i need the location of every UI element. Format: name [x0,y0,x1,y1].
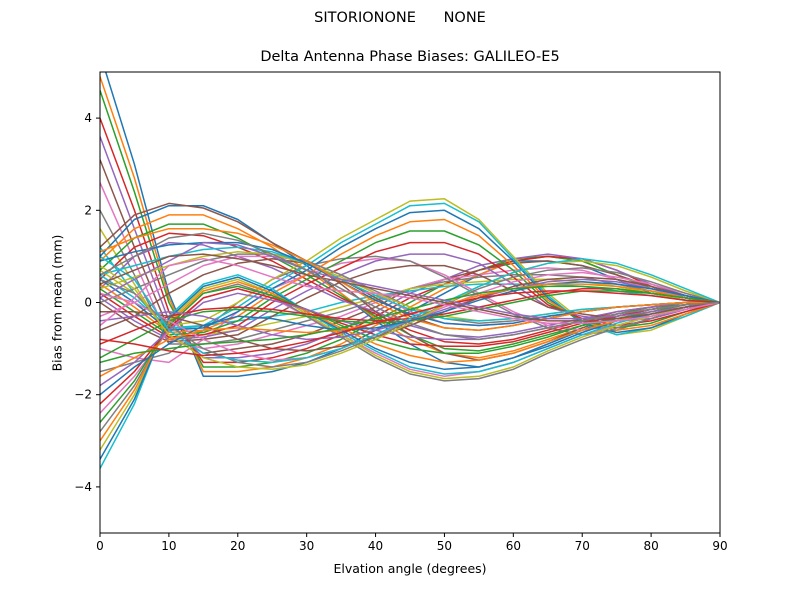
y-tick-label: 0 [84,296,92,310]
y-tick-label: −2 [74,388,92,402]
y-tick-label: 2 [84,203,92,217]
series-line-30 [100,274,720,469]
series-line-29 [100,278,720,451]
y-tick-label: 4 [84,111,92,125]
series-line-56 [100,253,720,322]
series-line-51 [100,281,720,396]
y-tick-label: −4 [74,480,92,494]
series-line-53 [100,285,720,364]
series-line-50 [100,255,720,364]
x-tick-label: 30 [299,539,314,553]
chart-title: Delta Antenna Phase Biases: GALILEO-E5 [260,49,560,65]
series-line-58 [100,232,720,341]
series-line-57 [100,257,720,327]
x-tick-label: 10 [161,539,176,553]
x-tick-label: 40 [368,539,383,553]
x-tick-label: 20 [230,539,245,553]
x-tick-label: 70 [575,539,590,553]
x-tick-label: 90 [712,539,727,553]
figure-suptitle: SITORIONONE NONE [314,10,486,26]
series-layer [100,72,720,469]
x-axis-label: Elvation angle (degrees) [333,561,487,576]
x-tick-label: 60 [506,539,521,553]
x-tick-label: 0 [96,539,104,553]
y-axis: −4 −2 0 2 4 [74,111,100,494]
y-axis-label: Bias from mean (mm) [49,234,65,372]
series-line-21 [100,209,720,334]
series-line-55 [100,241,720,320]
x-tick-label: 50 [437,539,452,553]
x-tick-label: 80 [643,539,658,553]
x-axis: 0 10 20 30 40 50 60 70 80 90 [96,533,728,553]
series-line-54 [100,290,720,357]
